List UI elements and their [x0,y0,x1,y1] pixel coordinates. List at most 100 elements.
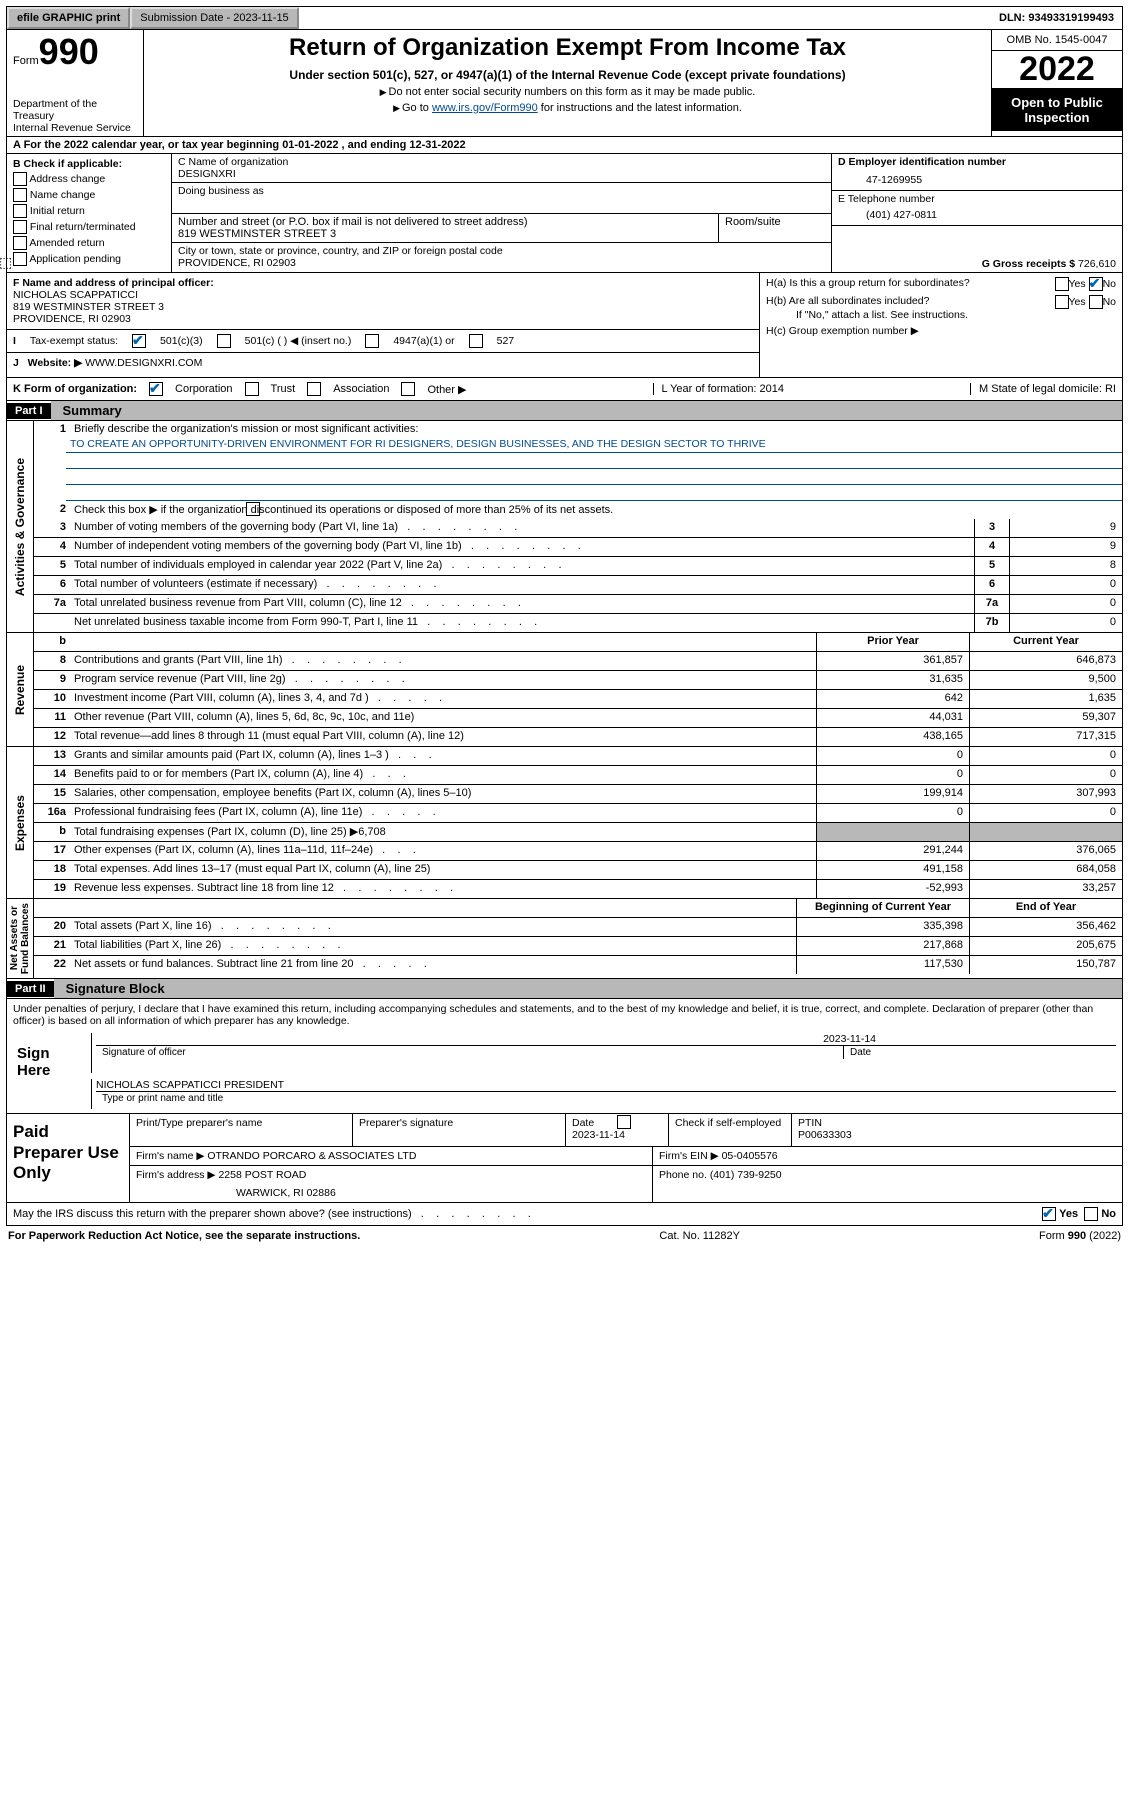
firm-phone: (401) 739-9250 [710,1169,782,1181]
top-bar: efile GRAPHIC print Submission Date - 20… [6,6,1123,30]
irs-form990-link[interactable]: www.irs.gov/Form990 [432,102,538,114]
chk-corporation[interactable] [149,382,163,396]
instr-goto-post: for instructions and the latest informat… [538,102,742,114]
part2-title: Signature Block [54,979,1122,998]
l10-prior: 642 [816,690,969,708]
opt-address-change: Address change [29,173,105,185]
l19-curr: 33,257 [969,880,1122,898]
chk-other[interactable] [401,382,415,396]
chk-line2[interactable] [246,502,260,516]
l8-prior: 361,857 [816,652,969,670]
irs-label: Internal Revenue Service [13,122,137,134]
l11-prior: 44,031 [816,709,969,727]
hb-no: No [1103,296,1116,308]
chk-trust[interactable] [245,382,259,396]
dept-treasury: Department of the Treasury [13,98,137,122]
sign-here-label: Sign Here [13,1033,91,1109]
ph-date: Date [572,1117,594,1129]
phone-value: (401) 427-0811 [838,205,1116,223]
box-d-label: D Employer identification number [838,156,1006,168]
l18-curr: 684,058 [969,861,1122,879]
l22-end: 150,787 [969,956,1122,974]
dba-label: Doing business as [178,185,825,197]
vlabel-netassets: Net Assets or Fund Balances [7,899,33,978]
l8-curr: 646,873 [969,652,1122,670]
l12-text: Total revenue—add lines 8 through 11 (mu… [70,728,816,746]
omb-number: OMB No. 1545-0047 [992,30,1122,51]
box-g-label: G Gross receipts $ [982,258,1075,270]
opt-application-pending: Application pending [29,253,121,265]
form-prefix: Form [13,55,39,67]
box-c-name-label: C Name of organization [178,156,825,168]
l16b-text: Total fundraising expenses (Part IX, col… [70,823,816,841]
l22-begin: 117,530 [796,956,969,974]
chk-final-return[interactable] [13,220,27,234]
vlabel-activities: Activities & Governance [11,454,29,600]
l15-prior: 199,914 [816,785,969,803]
chk-527[interactable] [469,334,483,348]
line4-val: 9 [1009,538,1122,556]
room-suite-label: Room/suite [719,214,831,242]
state-domicile: M State of legal domicile: RI [970,383,1116,395]
line5-text: Total number of individuals employed in … [70,557,974,575]
opt-initial-return: Initial return [30,205,85,217]
chk-4947a1[interactable] [365,334,379,348]
chk-address-change[interactable] [13,172,27,186]
chk-mayirs-no[interactable] [1084,1207,1098,1221]
l16a-prior: 0 [816,804,969,822]
firm-addr1: 2258 POST ROAD [218,1169,306,1181]
org-city: PROVIDENCE, RI 02903 [178,257,825,269]
addr-label: Number and street (or P.O. box if mail i… [178,216,712,228]
chk-hb-no[interactable] [1089,295,1103,309]
line6-val: 0 [1009,576,1122,594]
submission-date-button[interactable]: Submission Date - 2023-11-15 [130,7,298,29]
line4-text: Number of independent voting members of … [70,538,974,556]
chk-501c[interactable] [217,334,231,348]
l13-curr: 0 [969,747,1122,765]
l14-curr: 0 [969,766,1122,784]
l17-text: Other expenses (Part IX, column (A), lin… [70,842,816,860]
year-formation: L Year of formation: 2014 [653,383,785,395]
efile-print-button[interactable]: efile GRAPHIC print [7,7,130,29]
chk-ha-yes[interactable] [1055,277,1069,291]
tax-year: 2022 [992,51,1122,89]
ph-self: Check if self-employed [675,1117,781,1129]
hb-yes: Yes [1069,296,1086,308]
footer-left: For Paperwork Reduction Act Notice, see … [8,1230,360,1242]
firm-phone-label: Phone no. [659,1169,707,1181]
box-hc-label: H(c) Group exemption number ▶ [766,325,1116,337]
ph-name: Print/Type preparer's name [130,1114,353,1146]
website-label: Website: ▶ [28,357,83,369]
chk-association[interactable] [307,382,321,396]
officer-name: NICHOLAS SCAPPATICCI [13,289,753,301]
chk-mayirs-yes[interactable] [1042,1207,1056,1221]
firm-addr-label: Firm's address ▶ [136,1169,216,1181]
hdr-prior-year: Prior Year [816,633,969,651]
l14-text: Benefits paid to or for members (Part IX… [70,766,816,784]
city-label: City or town, state or province, country… [178,245,825,257]
part1-header: Part I [7,403,51,419]
hdr-end: End of Year [969,899,1122,917]
ph-sig: Preparer's signature [353,1114,566,1146]
box-e-label: E Telephone number [838,193,1116,205]
ptin-value: P00633303 [798,1129,852,1141]
opt-amended-return: Amended return [29,237,104,249]
chk-hb-yes[interactable] [1055,295,1069,309]
paid-date: 2023-11-14 [572,1129,625,1141]
chk-self-employed[interactable] [617,1115,631,1129]
chk-ha-no[interactable] [1089,277,1103,291]
l9-text: Program service revenue (Part VIII, line… [70,671,816,689]
opt-corp: Corporation [175,383,232,395]
vlabel-expenses: Expenses [11,791,29,855]
chk-application-pending[interactable] [13,252,27,266]
line7a-val: 0 [1009,595,1122,613]
form-subtitle: Under section 501(c), 527, or 4947(a)(1)… [152,68,983,82]
chk-amended-return[interactable] [13,236,27,250]
l20-begin: 335,398 [796,918,969,936]
officer-addr1: 819 WESTMINSTER STREET 3 [13,301,753,313]
l21-begin: 217,868 [796,937,969,955]
chk-501c3[interactable] [132,334,146,348]
l15-text: Salaries, other compensation, employee b… [70,785,816,803]
chk-name-change[interactable] [13,188,27,202]
chk-initial-return[interactable] [13,204,27,218]
